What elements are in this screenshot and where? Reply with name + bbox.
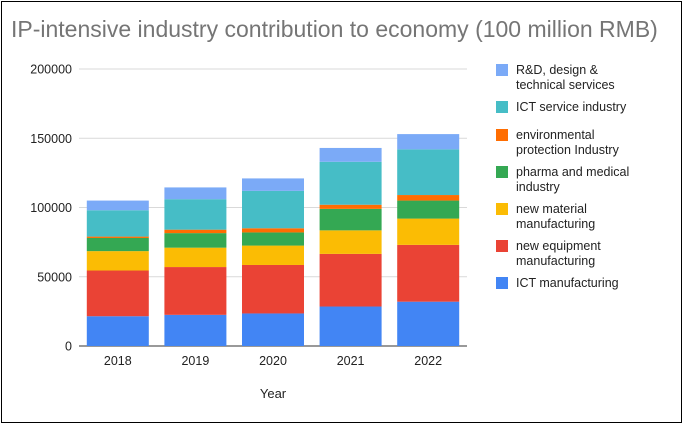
legend-label: ICT manufacturing (516, 276, 619, 290)
bar-segment (86, 270, 149, 317)
bar-segment (242, 245, 304, 265)
legend-label: new material manufacturing (516, 202, 595, 231)
bar-segment (242, 232, 304, 246)
bar-segment (319, 306, 382, 346)
bar-segment (397, 195, 460, 201)
bar-segment (86, 236, 149, 238)
legend-label: R&D, design & technical services (516, 63, 615, 92)
legend-label: pharma and medical industry (516, 165, 629, 194)
bar-segment (164, 247, 227, 268)
legend-swatch (496, 240, 508, 252)
bar-segment (319, 147, 382, 162)
bar-segment (164, 267, 227, 315)
x-tick-label: 2021 (337, 354, 365, 368)
x-axis-label: Year (260, 386, 287, 401)
bar-segment (397, 301, 460, 346)
bar-segment (397, 149, 460, 196)
legend-label: ICT service industry (516, 100, 627, 114)
bar-segment (164, 229, 227, 234)
bar-segment (86, 251, 149, 271)
legend-label: new equipment manufacturing (516, 239, 601, 268)
y-tick-label: 100000 (30, 201, 72, 215)
bar-segment (242, 264, 304, 314)
legend-swatch (496, 203, 508, 215)
y-tick-label: 50000 (37, 270, 72, 284)
bar-segment (319, 204, 382, 209)
y-tick-label: 200000 (30, 63, 72, 77)
legend-swatch (496, 277, 508, 289)
legend-swatch (496, 101, 508, 113)
legend-label: environmental protection Industry (516, 128, 620, 157)
y-tick-label: 150000 (30, 132, 72, 146)
bar-segment (319, 161, 382, 205)
bar-segment (319, 253, 382, 307)
bar-segment (86, 237, 149, 252)
bar-segment (242, 313, 304, 346)
legend-swatch (496, 129, 508, 141)
bar-segment (319, 208, 382, 231)
x-tick-label: 2018 (104, 354, 132, 368)
bar-segment (319, 230, 382, 254)
bar-segment (164, 199, 227, 230)
bar-segment (164, 233, 227, 248)
bar-segment (86, 200, 149, 211)
bar-segment (397, 218, 460, 245)
bar-segment (397, 134, 460, 150)
bar-segment (397, 244, 460, 302)
legend-swatch (496, 64, 508, 76)
x-tick-label: 2020 (259, 354, 287, 368)
bar-segment (397, 200, 460, 219)
x-tick-label: 2022 (414, 354, 442, 368)
bar-segment (86, 316, 149, 346)
x-tick-label: 2019 (181, 354, 209, 368)
y-tick-label: 0 (65, 340, 72, 354)
bar-segment (86, 210, 149, 237)
legend-swatch (496, 166, 508, 178)
bar-segment (164, 314, 227, 346)
bar-segment (164, 187, 227, 200)
bar-segment (242, 190, 304, 229)
chart-title: IP-intensive industry contribution to ec… (11, 16, 658, 42)
bar-segment (242, 178, 304, 191)
bar-segment (242, 228, 304, 233)
